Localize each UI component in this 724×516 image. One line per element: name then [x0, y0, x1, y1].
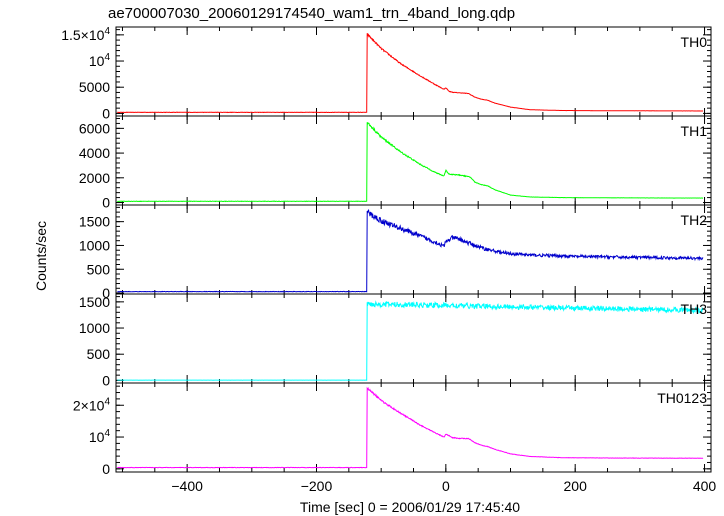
- y-tick-label: 0: [102, 285, 110, 301]
- series-line-th0123: [117, 386, 704, 469]
- panel-label: TH0: [681, 34, 708, 50]
- y-tick-label: 2000: [79, 170, 110, 186]
- panel-th3: 0 500 1000 1500 TH3: [79, 293, 712, 388]
- y-tick-label: 500: [87, 346, 111, 362]
- panel-frame: [115, 204, 712, 295]
- y-tick-label: 5000: [79, 79, 110, 95]
- x-tick-label: 200: [564, 478, 588, 494]
- panel-label: TH1: [681, 123, 708, 139]
- panel-label: TH2: [681, 212, 708, 228]
- series-line-th1: [116, 122, 704, 203]
- y-tick-label: 1500: [79, 294, 110, 310]
- panel-frame: [115, 382, 712, 473]
- y-tick-label: 6000: [79, 120, 110, 136]
- y-tick-label: 0: [102, 461, 110, 477]
- panel-th2: 0 500 1000 1500 TH2: [79, 204, 712, 301]
- y-tick-label: 0: [102, 372, 110, 388]
- y-tick-label: 104: [89, 428, 111, 445]
- panel-label: TH3: [681, 301, 708, 317]
- y-tick-label: 2×104: [73, 396, 111, 413]
- y-tick-label: 0: [102, 105, 110, 121]
- series-line-th2: [117, 209, 704, 293]
- x-tick-label: 0: [442, 478, 450, 494]
- y-tick-label: 0: [102, 195, 110, 211]
- panel-th1: 0 2000 4000 6000 TH1: [79, 115, 712, 211]
- x-tick-label: −400: [171, 478, 203, 494]
- panel-th0: 0 5000 104 1.5×104 TH0: [61, 26, 712, 121]
- x-tick-label: −200: [301, 478, 333, 494]
- y-tick-label: 4000: [79, 145, 110, 161]
- x-tick-label: 400: [693, 478, 717, 494]
- y-tick-label: 104: [89, 52, 111, 69]
- y-tick-label: 1000: [79, 320, 110, 336]
- y-tick-label: 1000: [79, 237, 110, 253]
- x-axis-label: Time [sec] 0 = 2006/01/29 17:45:40: [300, 499, 520, 515]
- y-tick-label: 500: [87, 261, 111, 277]
- y-tick-label: 1500: [79, 214, 110, 230]
- panel-label: TH0123: [657, 390, 707, 406]
- series-line-th3: [117, 300, 704, 381]
- y-tick-label: 1.5×104: [61, 26, 110, 43]
- y-axis-label: Counts/sec: [33, 221, 49, 291]
- chart-title: ae700007030_20060129174540_wam1_trn_4ban…: [108, 5, 515, 22]
- panel-th0123: 0 104 2×104 TH0123: [73, 382, 712, 477]
- panel-frame: [115, 293, 712, 384]
- series-line-th0: [116, 33, 704, 114]
